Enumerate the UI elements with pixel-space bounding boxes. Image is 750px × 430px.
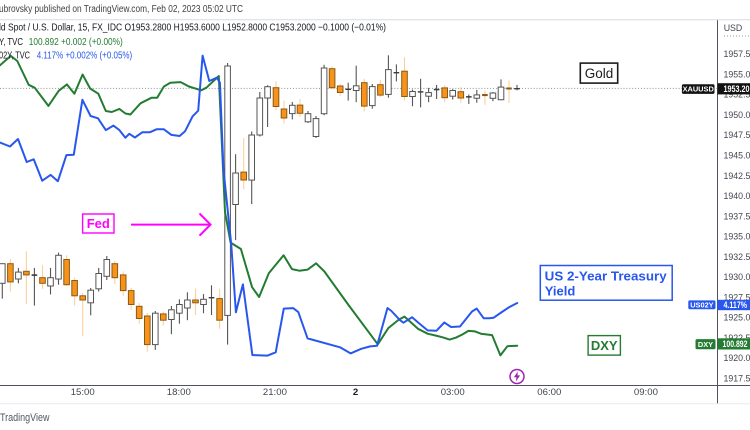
- svg-text:XAUUSD: XAUUSD: [683, 85, 715, 94]
- svg-text:1953.20: 1953.20: [724, 84, 750, 94]
- svg-text:1955.00: 1955.00: [724, 70, 750, 80]
- svg-text:1930.00: 1930.00: [724, 272, 750, 282]
- svg-text:1935.00: 1935.00: [724, 232, 750, 242]
- svg-text:ubrovsky published on TradingV: ubrovsky published on TradingView.com, F…: [0, 4, 243, 15]
- svg-text:100.892: 100.892: [723, 339, 748, 349]
- svg-text:1945.00: 1945.00: [724, 151, 750, 161]
- svg-text:1952.50: 1952.50: [724, 90, 750, 100]
- svg-text:1957.50: 1957.50: [724, 49, 750, 59]
- svg-text:Gold: Gold: [585, 66, 614, 81]
- svg-text:US02Y: US02Y: [690, 300, 713, 309]
- svg-text:4.117% +0.002% (+0.05%): 4.117% +0.002% (+0.05%): [37, 51, 133, 62]
- svg-text:100.892 +0.002 (+0.00%): 100.892 +0.002 (+0.00%): [29, 37, 123, 48]
- svg-text:1950.00: 1950.00: [724, 110, 750, 120]
- svg-text:US 2-Year Treasury: US 2-Year Treasury: [545, 269, 668, 284]
- svg-text:DXY: DXY: [698, 340, 713, 349]
- svg-text:06:00: 06:00: [537, 387, 561, 398]
- svg-text:ld Spot / U.S. Dollar, 15, FX_: ld Spot / U.S. Dollar, 15, FX_IDC O1953.…: [0, 23, 386, 34]
- svg-text:03:00: 03:00: [441, 387, 465, 398]
- svg-text:21:00: 21:00: [263, 387, 287, 398]
- svg-text:DXY: DXY: [591, 338, 618, 353]
- svg-text:USD: USD: [724, 23, 743, 33]
- svg-text:1940.00: 1940.00: [724, 191, 750, 201]
- svg-text:02Y, TVC: 02Y, TVC: [0, 51, 30, 62]
- svg-text:1932.50: 1932.50: [724, 252, 750, 262]
- svg-text:15:00: 15:00: [71, 387, 95, 398]
- svg-text:1937.50: 1937.50: [724, 211, 750, 221]
- svg-text:1947.50: 1947.50: [724, 130, 750, 140]
- svg-text:Fed: Fed: [87, 216, 110, 231]
- svg-text:1920.00: 1920.00: [724, 353, 750, 363]
- svg-text:1925.00: 1925.00: [724, 313, 750, 323]
- svg-text:1922.50: 1922.50: [724, 333, 750, 343]
- svg-text:Y, TVC: Y, TVC: [0, 37, 23, 48]
- svg-text:Yield: Yield: [545, 284, 576, 299]
- svg-text:18:00: 18:00: [167, 387, 191, 398]
- svg-text:TradingView: TradingView: [0, 412, 50, 424]
- svg-text:2: 2: [353, 387, 358, 398]
- svg-text:4.117%: 4.117%: [724, 300, 748, 310]
- svg-text:09:00: 09:00: [634, 387, 658, 398]
- svg-text:1942.50: 1942.50: [724, 171, 750, 181]
- svg-text:1927.50: 1927.50: [724, 292, 750, 302]
- svg-text:1917.50: 1917.50: [724, 373, 750, 383]
